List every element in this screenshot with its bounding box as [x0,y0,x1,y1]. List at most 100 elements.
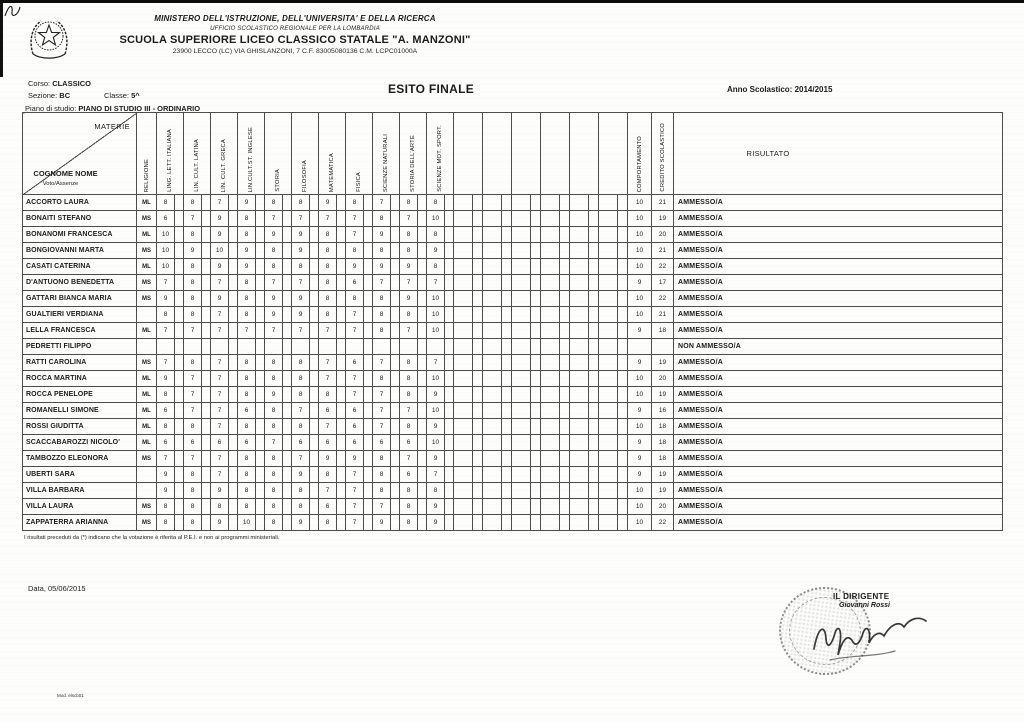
assenze-cell [282,226,292,243]
grade-cell: 9 [291,466,310,483]
empty-subject-header [598,112,628,195]
assenze-cell [282,322,292,339]
grade-cell: 8 [318,514,337,531]
empty-grade-cell [511,306,531,323]
grade-cell: 7 [345,210,364,227]
empty-assenze-cell [588,386,599,403]
assenze-cell [336,290,346,307]
assenze-cell [282,466,292,483]
empty-assenze-cell [588,514,599,531]
grade-cell [291,338,310,355]
assenze-cell [174,258,184,275]
empty-grade-cell [453,482,473,499]
assenze-cell [282,514,292,531]
empty-assenze-cell [501,514,512,531]
signer-role: IL DIRIGENTE [833,592,890,601]
empty-grade-cell [540,402,560,419]
grade-cell: 7 [318,482,337,499]
grade-cell: 8 [264,242,283,259]
grade-cell: 8 [264,498,283,515]
empty-grade-cell [453,274,473,291]
grade-cell: 6 [318,402,337,419]
comportamento-cell: 9 [627,466,652,483]
empty-grade-cell [453,338,473,355]
comportamento-header: COMPORTAMENTO [627,112,652,195]
empty-grade-cell [598,322,618,339]
subject-label: SCIENZE NATURALI [383,133,389,192]
empty-assenze-cell [588,226,599,243]
table-row: VILLA LAURA MS 8 8 8 8 8 8 6 7 7 8 9 10 20 AMMESSO/A [22,498,1003,515]
grade-cell: 10 [426,306,445,323]
grade-cell: 7 [183,322,202,339]
assenze-cell [282,274,292,291]
assenze-cell [417,226,427,243]
empty-assenze-cell [588,274,599,291]
empty-assenze-cell [530,242,541,259]
empty-assenze-cell [501,274,512,291]
grade-cell: 10 [426,402,445,419]
table-row: UBERTI SARA 9 8 7 8 8 9 8 7 8 6 7 9 19 AMMESSO/A [22,466,1003,483]
assenze-cell [363,338,373,355]
assenze-cell [201,514,211,531]
empty-assenze-cell [617,466,628,483]
comportamento-cell [627,338,652,355]
assenze-cell [255,210,265,227]
empty-assenze-cell [617,354,628,371]
religione-grade: MS [136,450,157,467]
signer-name: Giovanni Rossi [839,602,890,609]
grade-cell: 7 [345,306,364,323]
comportamento-cell: 9 [627,402,652,419]
empty-assenze-cell [530,434,541,451]
scan-edge-top [0,0,1024,3]
empty-assenze-cell [559,482,570,499]
empty-assenze-cell [472,210,483,227]
grade-cell: 8 [237,354,256,371]
empty-assenze-cell [472,194,483,211]
grade-cell: 6 [237,434,256,451]
piano-line: Piano di studio: PIANO DI STUDIO III - O… [25,104,200,113]
empty-assenze-cell [617,242,628,259]
assenze-cell [174,338,184,355]
grade-cell: 7 [183,450,202,467]
grade-cell: 8 [291,370,310,387]
assenze-cell [228,434,238,451]
empty-assenze-cell [501,498,512,515]
risultato-cell: AMMESSO/A [673,306,1003,323]
assenze-cell [174,274,184,291]
grade-cell: 9 [318,194,337,211]
grade-cell: 9 [210,226,229,243]
assenze-cell [444,450,454,467]
empty-grade-cell [482,258,502,275]
grade-cell: 8 [183,514,202,531]
assenze-cell [444,434,454,451]
student-name: ROMANELLI SIMONE [22,402,137,419]
grade-cell: 7 [183,386,202,403]
assenze-cell [282,498,292,515]
empty-assenze-cell [559,466,570,483]
comportamento-cell: 10 [627,258,652,275]
subject-header: LIN. CULT. GRECA [210,112,238,195]
religione-grade: MS [136,498,157,515]
credito-cell: 22 [651,514,674,531]
empty-assenze-cell [472,482,483,499]
empty-grade-cell [511,370,531,387]
assenze-cell [444,482,454,499]
student-name: RATTI CAROLINA [22,354,137,371]
empty-grade-cell [540,306,560,323]
empty-subject-header [511,112,541,195]
empty-grade-cell [598,482,618,499]
grade-cell: 8 [210,498,229,515]
subject-header: RELIGIONE [136,112,157,195]
empty-grade-cell [540,194,560,211]
credito-cell: 20 [651,226,674,243]
assenze-cell [336,402,346,419]
credito-cell: 17 [651,274,674,291]
empty-assenze-cell [501,434,512,451]
empty-grade-cell [569,498,589,515]
empty-assenze-cell [501,402,512,419]
student-name: TAMBOZZO ELEONORA [22,450,137,467]
grade-cell: 7 [237,322,256,339]
assenze-cell [228,482,238,499]
empty-grade-cell [453,290,473,307]
religione-grade: MS [136,274,157,291]
